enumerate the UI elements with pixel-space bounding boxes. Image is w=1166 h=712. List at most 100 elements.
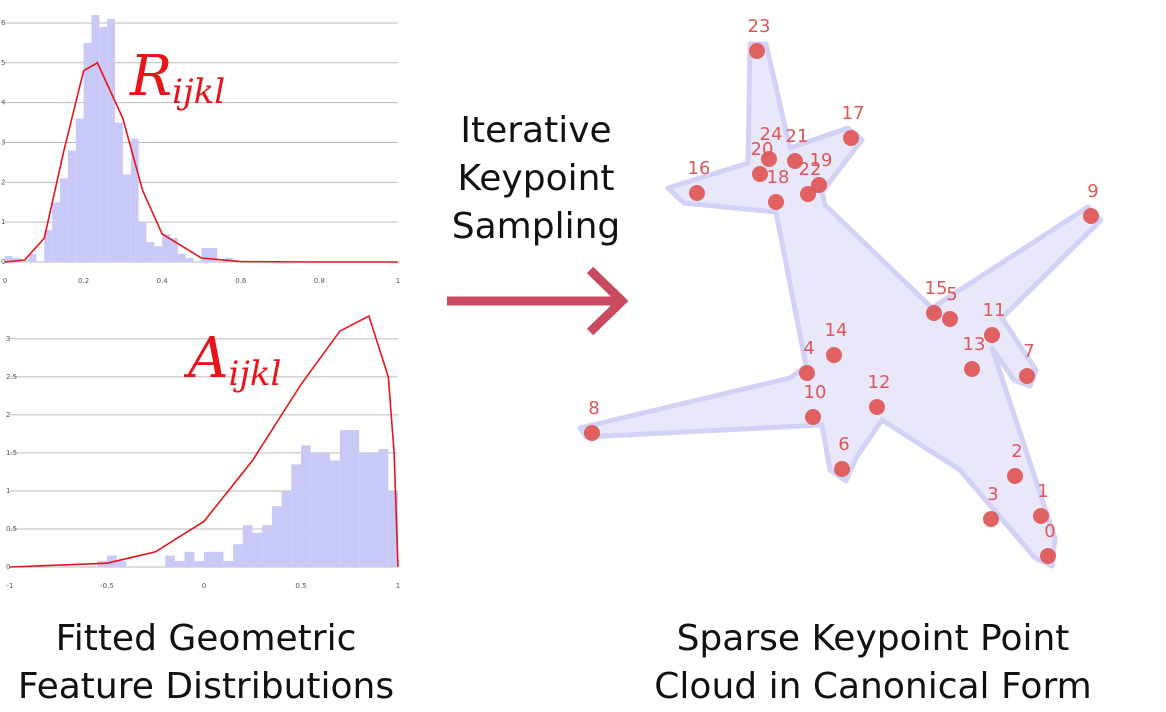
x-tick-label: 1 — [396, 582, 400, 590]
annotation: Aijkl — [183, 326, 281, 395]
left-caption: Feature Distributions — [18, 666, 394, 707]
keypoint — [964, 361, 980, 377]
arrow-caption: Sampling — [452, 206, 621, 247]
keypoint — [805, 409, 821, 425]
annotation-symbol: R — [129, 44, 172, 109]
y-tick-label: 3 — [1, 138, 5, 146]
x-tick-label: 0 — [202, 582, 206, 590]
keypoint — [942, 311, 958, 327]
keypoint-label: 9 — [1087, 181, 1098, 202]
keypoint-label: 24 — [760, 124, 783, 145]
fit-curve — [9, 314, 399, 568]
y-tick-label: 0 — [6, 563, 10, 571]
histogram-bar — [99, 26, 108, 262]
keypoint — [1040, 548, 1056, 564]
histogram-bar — [138, 222, 147, 262]
right-caption: Cloud in Canonical Form — [654, 666, 1091, 707]
histogram-bar — [320, 452, 331, 567]
histogram-bar — [60, 178, 68, 262]
keypoint-label: 2 — [1011, 441, 1022, 462]
keypoint — [689, 185, 705, 201]
keypoint-label: 5 — [946, 284, 957, 305]
histogram-bar — [185, 258, 194, 262]
histogram-bar — [122, 174, 131, 262]
histogram-bar — [75, 118, 84, 262]
histogram-bar — [368, 452, 379, 567]
y-tick-label: 4 — [1, 99, 6, 107]
histogram-bar — [233, 544, 243, 567]
keypoint — [1083, 208, 1099, 224]
histogram-bar — [184, 551, 195, 567]
histogram-bar — [291, 464, 301, 567]
x-tick-label: -0.5 — [100, 582, 114, 590]
keypoint — [1019, 368, 1035, 384]
histogram-bar — [174, 560, 185, 567]
histogram-bar — [130, 138, 139, 262]
keypoint — [768, 194, 784, 210]
keypoint-label: 4 — [803, 338, 814, 359]
histogram-bar — [5, 256, 13, 262]
keypoint-label: 19 — [810, 150, 833, 171]
keypoint — [869, 399, 885, 415]
annotation: Rijkl — [129, 44, 225, 113]
y-tick-label: 1 — [6, 487, 10, 495]
histogram-bar — [339, 430, 350, 567]
annotation-subscript: ijkl — [172, 72, 225, 112]
histogram-bar — [44, 230, 53, 262]
left-caption: Fitted Geometric — [56, 618, 357, 659]
keypoint-label: 23 — [748, 16, 771, 37]
histogram-bar — [262, 525, 272, 567]
keypoint — [843, 130, 859, 146]
histogram-bar — [154, 246, 163, 262]
keypoint — [926, 305, 942, 321]
keypoint — [752, 166, 768, 182]
keypoint-label: 15 — [925, 278, 948, 299]
histogram-bar — [67, 150, 76, 262]
histogram-bar — [83, 42, 92, 262]
keypoint-label: 12 — [868, 372, 891, 393]
y-tick-label: 1.5 — [6, 449, 17, 457]
histogram-bar — [194, 560, 204, 567]
histogram-bar — [204, 551, 214, 567]
y-tick-label: 5 — [1, 59, 5, 67]
histogram-bar — [271, 506, 282, 567]
airplane-outline — [577, 41, 1104, 569]
y-tick-label: 3 — [6, 335, 10, 343]
y-tick-label: 2 — [6, 411, 10, 419]
histogram-bar — [162, 234, 171, 262]
keypoint — [984, 327, 1000, 343]
keypoint — [834, 461, 850, 477]
histogram-bar — [52, 202, 61, 262]
arrow-caption: Keypoint — [457, 158, 614, 199]
histogram-bar — [201, 248, 210, 262]
arrow-caption: Iterative — [460, 110, 611, 151]
histogram-bar — [301, 445, 311, 567]
keypoint — [584, 425, 600, 441]
keypoint — [761, 151, 777, 167]
x-tick-label: 0.8 — [314, 277, 325, 285]
right-caption: Sparse Keypoint Point — [677, 618, 1070, 659]
histogram-bar — [359, 452, 369, 567]
keypoint-label: 7 — [1023, 341, 1034, 362]
keypoint — [811, 177, 827, 193]
histogram-bar — [165, 555, 175, 567]
histogram-bar — [252, 532, 263, 567]
y-tick-label: 1 — [1, 218, 5, 226]
histogram-bar — [223, 560, 234, 567]
histogram-bar — [107, 18, 116, 262]
keypoint — [1007, 468, 1023, 484]
keypoint-label: 17 — [842, 103, 865, 124]
keypoint-label: 3 — [987, 484, 998, 505]
x-tick-label: 0.4 — [157, 277, 169, 285]
keypoint-label: 10 — [804, 382, 827, 403]
histogram-bar — [349, 430, 360, 567]
annotation-symbol: A — [183, 326, 228, 391]
histogram-bar — [242, 525, 253, 567]
keypoint — [983, 511, 999, 527]
keypoint-label: 22 — [799, 159, 822, 180]
fit-curve — [4, 61, 398, 263]
y-tick-label: 2 — [1, 178, 5, 186]
keypoint-label: 18 — [767, 167, 790, 188]
keypoint — [787, 153, 803, 169]
